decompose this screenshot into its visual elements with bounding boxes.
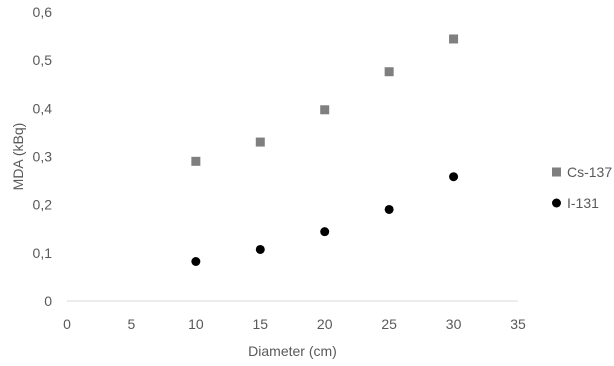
data-point-i-131 — [449, 172, 459, 182]
legend-symbol-i-131 — [552, 198, 561, 208]
data-markers — [191, 34, 459, 267]
data-point-cs-137 — [255, 137, 265, 147]
legend-label-cs-137: Cs-137 — [567, 164, 612, 180]
x-tick-label: 15 — [252, 316, 268, 332]
x-tick-label: 5 — [128, 316, 136, 332]
x-axis-title: Diameter (cm) — [248, 343, 337, 359]
x-tick-label: 35 — [510, 316, 526, 332]
y-tick-label: 0,3 — [33, 149, 53, 165]
y-tick-label: 0,4 — [33, 100, 53, 116]
x-tick-label: 0 — [63, 316, 71, 332]
data-point-i-131 — [255, 244, 265, 254]
x-tick-label: 25 — [381, 316, 397, 332]
y-tick-label: 0 — [44, 293, 52, 309]
y-axis-title: MDA (kBq) — [10, 123, 26, 191]
x-tick-label: 10 — [188, 316, 204, 332]
data-point-cs-137 — [449, 34, 459, 44]
y-tick-label: 0,2 — [33, 197, 53, 213]
legend-symbol-cs-137 — [552, 167, 561, 177]
legend-label-i-131: I-131 — [567, 195, 599, 211]
data-point-cs-137 — [320, 105, 330, 115]
data-point-i-131 — [384, 204, 394, 214]
y-axis-ticks: 0 0,1 0,2 0,3 0,4 0,5 0,6 — [33, 4, 53, 309]
x-tick-label: 20 — [317, 316, 333, 332]
data-point-cs-137 — [191, 156, 201, 166]
y-tick-label: 0,5 — [33, 52, 53, 68]
x-axis-ticks: 0 5 10 15 20 25 30 35 — [63, 316, 526, 332]
data-point-i-131 — [191, 257, 201, 267]
data-point-cs-137 — [384, 67, 394, 77]
legend: Cs-137 I-131 — [552, 164, 612, 211]
y-tick-label: 0,1 — [33, 245, 53, 261]
data-point-i-131 — [320, 227, 330, 237]
x-tick-label: 30 — [446, 316, 462, 332]
y-tick-label: 0,6 — [33, 4, 53, 20]
